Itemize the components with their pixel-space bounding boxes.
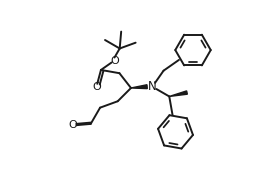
Polygon shape	[131, 85, 147, 89]
Text: O: O	[110, 56, 119, 66]
Text: N: N	[148, 80, 157, 93]
Text: O: O	[93, 82, 102, 92]
Text: O: O	[68, 120, 77, 130]
Polygon shape	[169, 91, 187, 96]
